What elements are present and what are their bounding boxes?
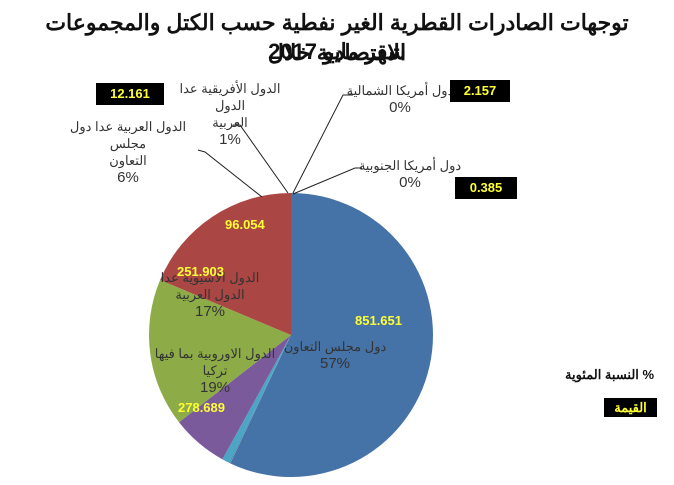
value-box-south-america: 0.385 (455, 177, 517, 199)
label-name: تركيا (202, 363, 228, 378)
pie-slice (230, 193, 434, 478)
label-name: دول أمريكا الشمالية (346, 83, 454, 98)
pie-slice (222, 335, 291, 463)
label-name: العربية (212, 115, 248, 130)
pie-slice (229, 335, 291, 464)
label-pct: 6% (117, 169, 139, 186)
label-name: التعاون (109, 153, 147, 168)
chart-title-line1: توجهات الصادرات القطرية الغير نفطية حسب … (45, 10, 629, 65)
leader-line (292, 167, 362, 195)
label-north-america: دول أمريكا الشمالية 0% (345, 82, 455, 116)
label-africa: الدول الأفريقية عدا الدول العربية 1% (170, 80, 290, 148)
label-name: الدول الأسيوية عدا (160, 270, 260, 285)
value-europe: 278.689 (178, 400, 225, 415)
leader-line (197, 149, 263, 198)
label-pct: 57% (319, 355, 351, 372)
legend-value-label: القيمة (604, 398, 657, 417)
label-name: الدول العربية (175, 287, 245, 302)
chart-title-line2: شهر مايو 2017 (268, 39, 406, 64)
label-pct: 0% (389, 99, 411, 116)
pie-slice (149, 279, 291, 423)
label-asia: الدول الأسيوية عدا الدول العربية 17% (155, 269, 265, 320)
label-pct: 17% (194, 303, 226, 320)
value-arab: 96.054 (225, 217, 265, 232)
value-box-north-america: 2.157 (450, 80, 510, 102)
leader-line (292, 94, 353, 194)
label-gcc: دول مجلس التعاون 57% (275, 338, 395, 372)
pie-slice (160, 193, 291, 335)
label-pct: 0% (399, 174, 421, 191)
label-name: الدول الأفريقية عدا الدول (179, 81, 281, 113)
label-name: دول مجلس التعاون (283, 339, 387, 354)
value-asia: 251.903 (177, 264, 224, 279)
label-name: الدول العربية عدا دول مجلس (69, 119, 187, 151)
pie-slice (228, 335, 291, 464)
label-europe: الدول الاوروبية بما فيها تركيا 19% (150, 345, 280, 396)
label-south-america: دول أمريكا الجنوبية 0% (355, 157, 465, 191)
label-name: دول أمريكا الجنوبية (358, 158, 462, 173)
label-pct: 19% (199, 379, 231, 396)
legend-percent-label: % النسبة المئوية (565, 367, 655, 382)
label-pct: 1% (219, 131, 241, 148)
pie-slice (179, 335, 291, 460)
label-name: الدول الاوروبية بما فيها (154, 346, 276, 361)
value-gcc: 851.651 (355, 313, 402, 328)
label-arab: الدول العربية عدا دول مجلس التعاون 6% (58, 118, 198, 186)
leader-line (233, 124, 289, 194)
value-box-africa: 12.161 (96, 83, 164, 105)
